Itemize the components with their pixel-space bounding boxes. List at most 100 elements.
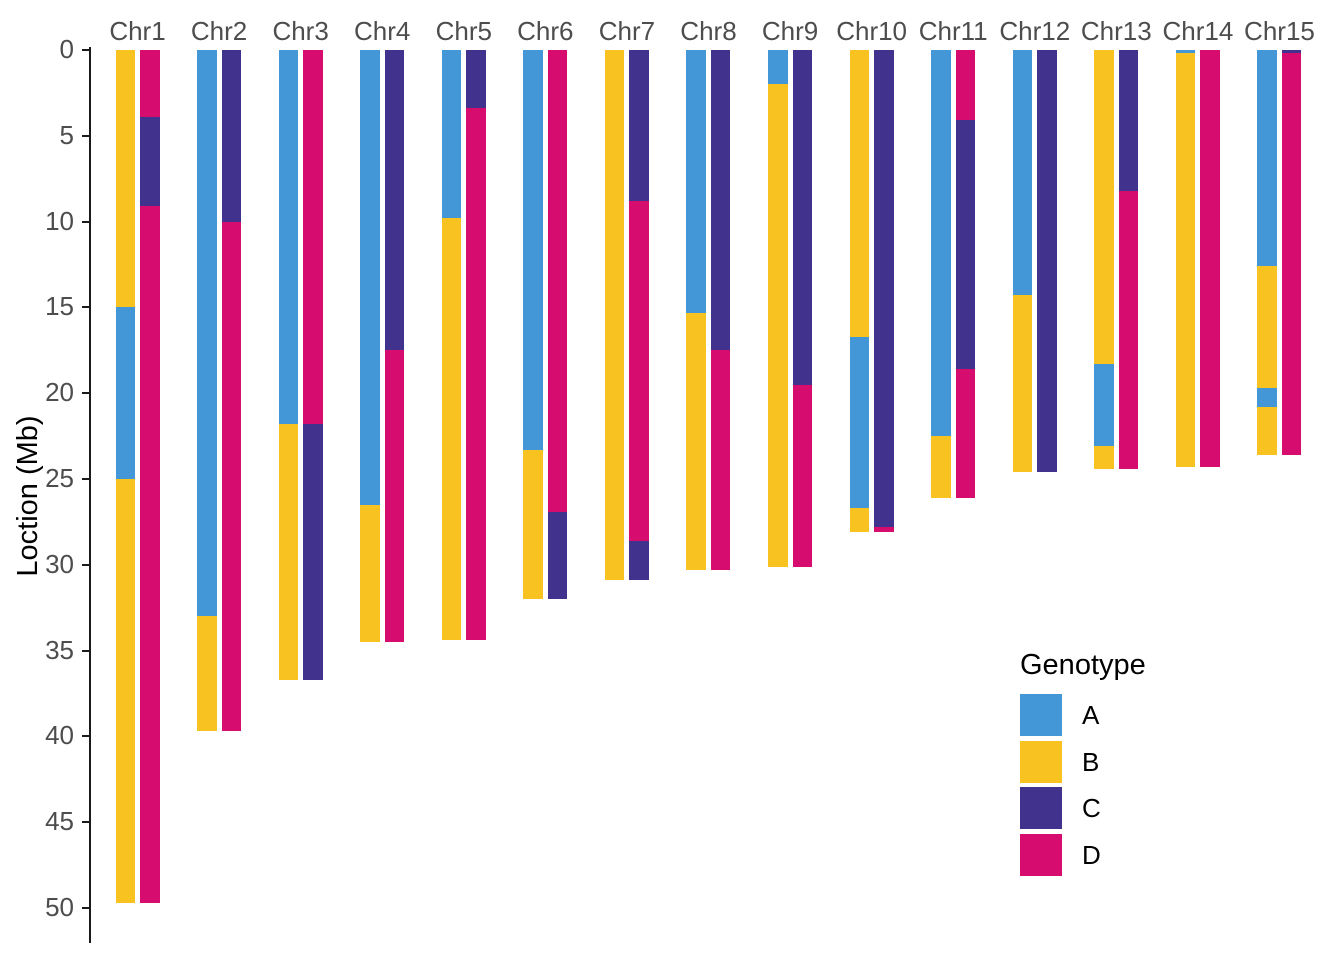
- haplotype-bar-segment: [686, 312, 706, 570]
- chromosome-label: Chr1: [109, 16, 166, 46]
- haplotype-bar-segment: [1094, 446, 1114, 469]
- haplotype-bar-segment: [1175, 50, 1196, 54]
- haplotype-bar-segment: [629, 540, 649, 581]
- tick-mark: [82, 735, 89, 738]
- tick-label: 20: [45, 377, 74, 408]
- haplotype-bar-segment: [1118, 190, 1139, 469]
- tick-mark: [82, 563, 89, 566]
- legend-swatch: [1020, 740, 1062, 783]
- haplotype-bar-segment: [1281, 53, 1302, 455]
- haplotype-bar-segment: [710, 350, 731, 570]
- haplotype-bar-segment: [686, 50, 706, 313]
- haplotype-bar-segment: [115, 307, 135, 479]
- chromosome-label: Chr15: [1244, 16, 1315, 46]
- legend-label: D: [1082, 839, 1101, 870]
- haplotype-bar-segment: [1200, 50, 1220, 467]
- haplotype-bar-segment: [1012, 295, 1033, 473]
- haplotype-bar-segment: [547, 511, 568, 600]
- haplotype-bar-segment: [849, 50, 870, 337]
- haplotype-bar-segment: [604, 50, 625, 581]
- haplotype-bar-segment: [523, 50, 543, 450]
- chromosome-label: Chr6: [517, 16, 574, 46]
- haplotype-bar-segment: [384, 350, 405, 643]
- haplotype-bar-segment: [140, 116, 160, 207]
- tick-label: 5: [59, 119, 74, 150]
- haplotype-bar-segment: [115, 50, 135, 308]
- haplotype-bar-segment: [1094, 364, 1114, 447]
- chromosome-label: Chr13: [1080, 16, 1152, 46]
- legend-entry: D: [1020, 833, 1146, 876]
- tick-mark: [82, 134, 89, 137]
- haplotype-bar-segment: [955, 120, 976, 370]
- haplotype-bar-segment: [303, 50, 323, 425]
- tick-label: 45: [45, 806, 74, 837]
- chromosome-label: Chr8: [680, 16, 737, 46]
- haplotype-bar-segment: [849, 508, 870, 533]
- y-axis-line: [89, 47, 91, 943]
- haplotype-bar-segment: [931, 436, 951, 498]
- haplotype-bar-segment: [629, 50, 649, 201]
- legend-title: Genotype: [1020, 649, 1146, 681]
- haplotype-bar-segment: [1012, 50, 1033, 296]
- haplotype-bar-segment: [874, 50, 894, 528]
- haplotype-bar-segment: [1281, 50, 1302, 54]
- haplotype-bar-segment: [360, 504, 380, 642]
- haplotype-bar-segment: [197, 616, 217, 732]
- tick-label: 0: [59, 33, 74, 64]
- chromosome-label: Chr14: [1162, 16, 1234, 46]
- haplotype-bar-segment: [792, 384, 813, 567]
- haplotype-bar-segment: [140, 206, 160, 903]
- haplotype-bar-segment: [1257, 406, 1277, 455]
- haplotype-bar-segment: [303, 424, 323, 680]
- legend-entry: A: [1020, 694, 1146, 736]
- legend-swatch: [1020, 694, 1062, 736]
- haplotype-bar-segment: [1257, 50, 1277, 267]
- tick-mark: [82, 649, 89, 652]
- haplotype-bar-segment: [768, 84, 788, 567]
- haplotype-bar-segment: [792, 50, 813, 385]
- chromosome-label: Chr3: [272, 16, 329, 46]
- haplotype-bar-segment: [1118, 50, 1139, 191]
- chromosome-label: Chr12: [999, 16, 1071, 46]
- chromosome-label: Chr4: [354, 16, 411, 46]
- legend-label: C: [1082, 793, 1101, 823]
- haplotype-bar-segment: [278, 424, 299, 680]
- chromosome-label: Chr7: [598, 16, 656, 46]
- haplotype-bar-segment: [221, 50, 242, 222]
- legend-swatch: [1020, 787, 1062, 829]
- haplotype-bar-segment: [115, 479, 135, 903]
- haplotype-bar-segment: [221, 221, 242, 732]
- haplotype-bar-segment: [466, 50, 486, 109]
- tick-mark: [82, 220, 89, 223]
- tick-label: 25: [45, 462, 74, 493]
- haplotype-bar-segment: [547, 50, 568, 512]
- haplotype-bar-segment: [441, 50, 462, 219]
- haplotype-bar-segment: [466, 108, 486, 641]
- legend-entry: C: [1020, 787, 1146, 829]
- tick-label: 35: [45, 634, 74, 665]
- haplotype-bar-segment: [768, 50, 788, 85]
- haplotype-bar-segment: [384, 50, 405, 351]
- tick-mark: [82, 306, 89, 309]
- chromosome-label: Chr2: [190, 16, 248, 46]
- haplotype-bar-segment: [360, 50, 380, 505]
- tick-mark: [82, 907, 89, 909]
- tick-mark: [82, 478, 89, 480]
- chromosome-label: Chr9: [761, 16, 819, 46]
- haplotype-bar-segment: [140, 50, 160, 117]
- tick-label: 15: [45, 291, 74, 322]
- legend-label: B: [1082, 746, 1100, 777]
- haplotype-bar-segment: [441, 218, 462, 641]
- haplotype-bar-segment: [931, 50, 951, 437]
- tick-label: 40: [45, 720, 74, 751]
- haplotype-bar-segment: [849, 336, 870, 509]
- legend-swatch: [1020, 833, 1062, 876]
- haplotype-bar-segment: [1094, 50, 1114, 365]
- haplotype-bar-segment: [1037, 50, 1057, 473]
- tick-mark: [82, 392, 89, 395]
- chromosome-label: Chr10: [836, 16, 908, 46]
- haplotype-bar-segment: [629, 201, 649, 541]
